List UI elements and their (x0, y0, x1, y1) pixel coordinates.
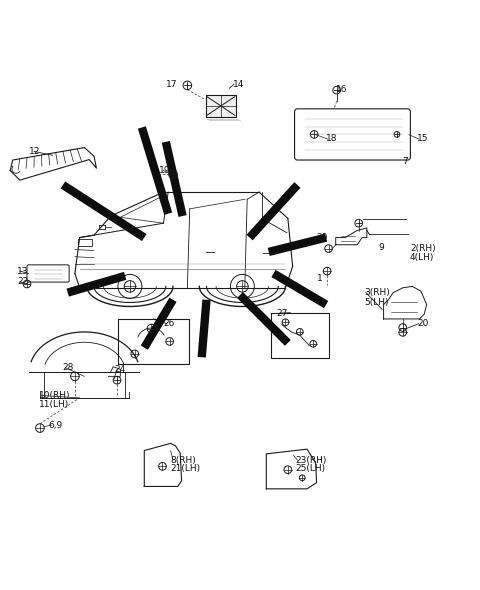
Text: 23(RH): 23(RH) (296, 455, 327, 464)
Bar (205, 95, 236, 117)
Text: 9: 9 (379, 242, 384, 252)
Text: 25(LH): 25(LH) (296, 464, 325, 473)
Text: 24: 24 (115, 365, 126, 373)
Text: 11(LH): 11(LH) (39, 399, 69, 409)
Text: 21(LH): 21(LH) (170, 464, 201, 473)
Text: 16: 16 (336, 85, 347, 94)
Bar (118, 319, 189, 365)
Text: 10(RH): 10(RH) (39, 391, 71, 400)
Bar (78, 239, 92, 246)
Bar (271, 313, 328, 358)
Text: 28: 28 (62, 363, 73, 372)
Text: 19: 19 (158, 166, 170, 175)
Text: 8(RH): 8(RH) (170, 455, 196, 464)
Text: 3(RH): 3(RH) (364, 288, 390, 297)
FancyBboxPatch shape (295, 109, 410, 160)
Text: 1: 1 (317, 274, 323, 283)
Text: 5(LH): 5(LH) (364, 298, 389, 307)
Text: 6,9: 6,9 (48, 421, 63, 430)
Text: 26: 26 (163, 319, 175, 328)
Text: 20: 20 (317, 233, 328, 242)
Text: 27: 27 (276, 309, 288, 317)
Text: 4(LH): 4(LH) (410, 253, 434, 262)
Text: 18: 18 (326, 135, 337, 143)
Text: 12: 12 (29, 147, 41, 156)
Text: 2(RH): 2(RH) (410, 244, 435, 253)
Text: 14: 14 (233, 80, 244, 89)
Text: 15: 15 (417, 135, 429, 143)
Text: 20: 20 (417, 319, 429, 328)
Text: 13: 13 (17, 267, 29, 276)
Text: 17: 17 (166, 80, 177, 89)
Text: 22: 22 (17, 277, 29, 286)
FancyBboxPatch shape (27, 265, 69, 282)
Text: 7: 7 (402, 158, 408, 166)
